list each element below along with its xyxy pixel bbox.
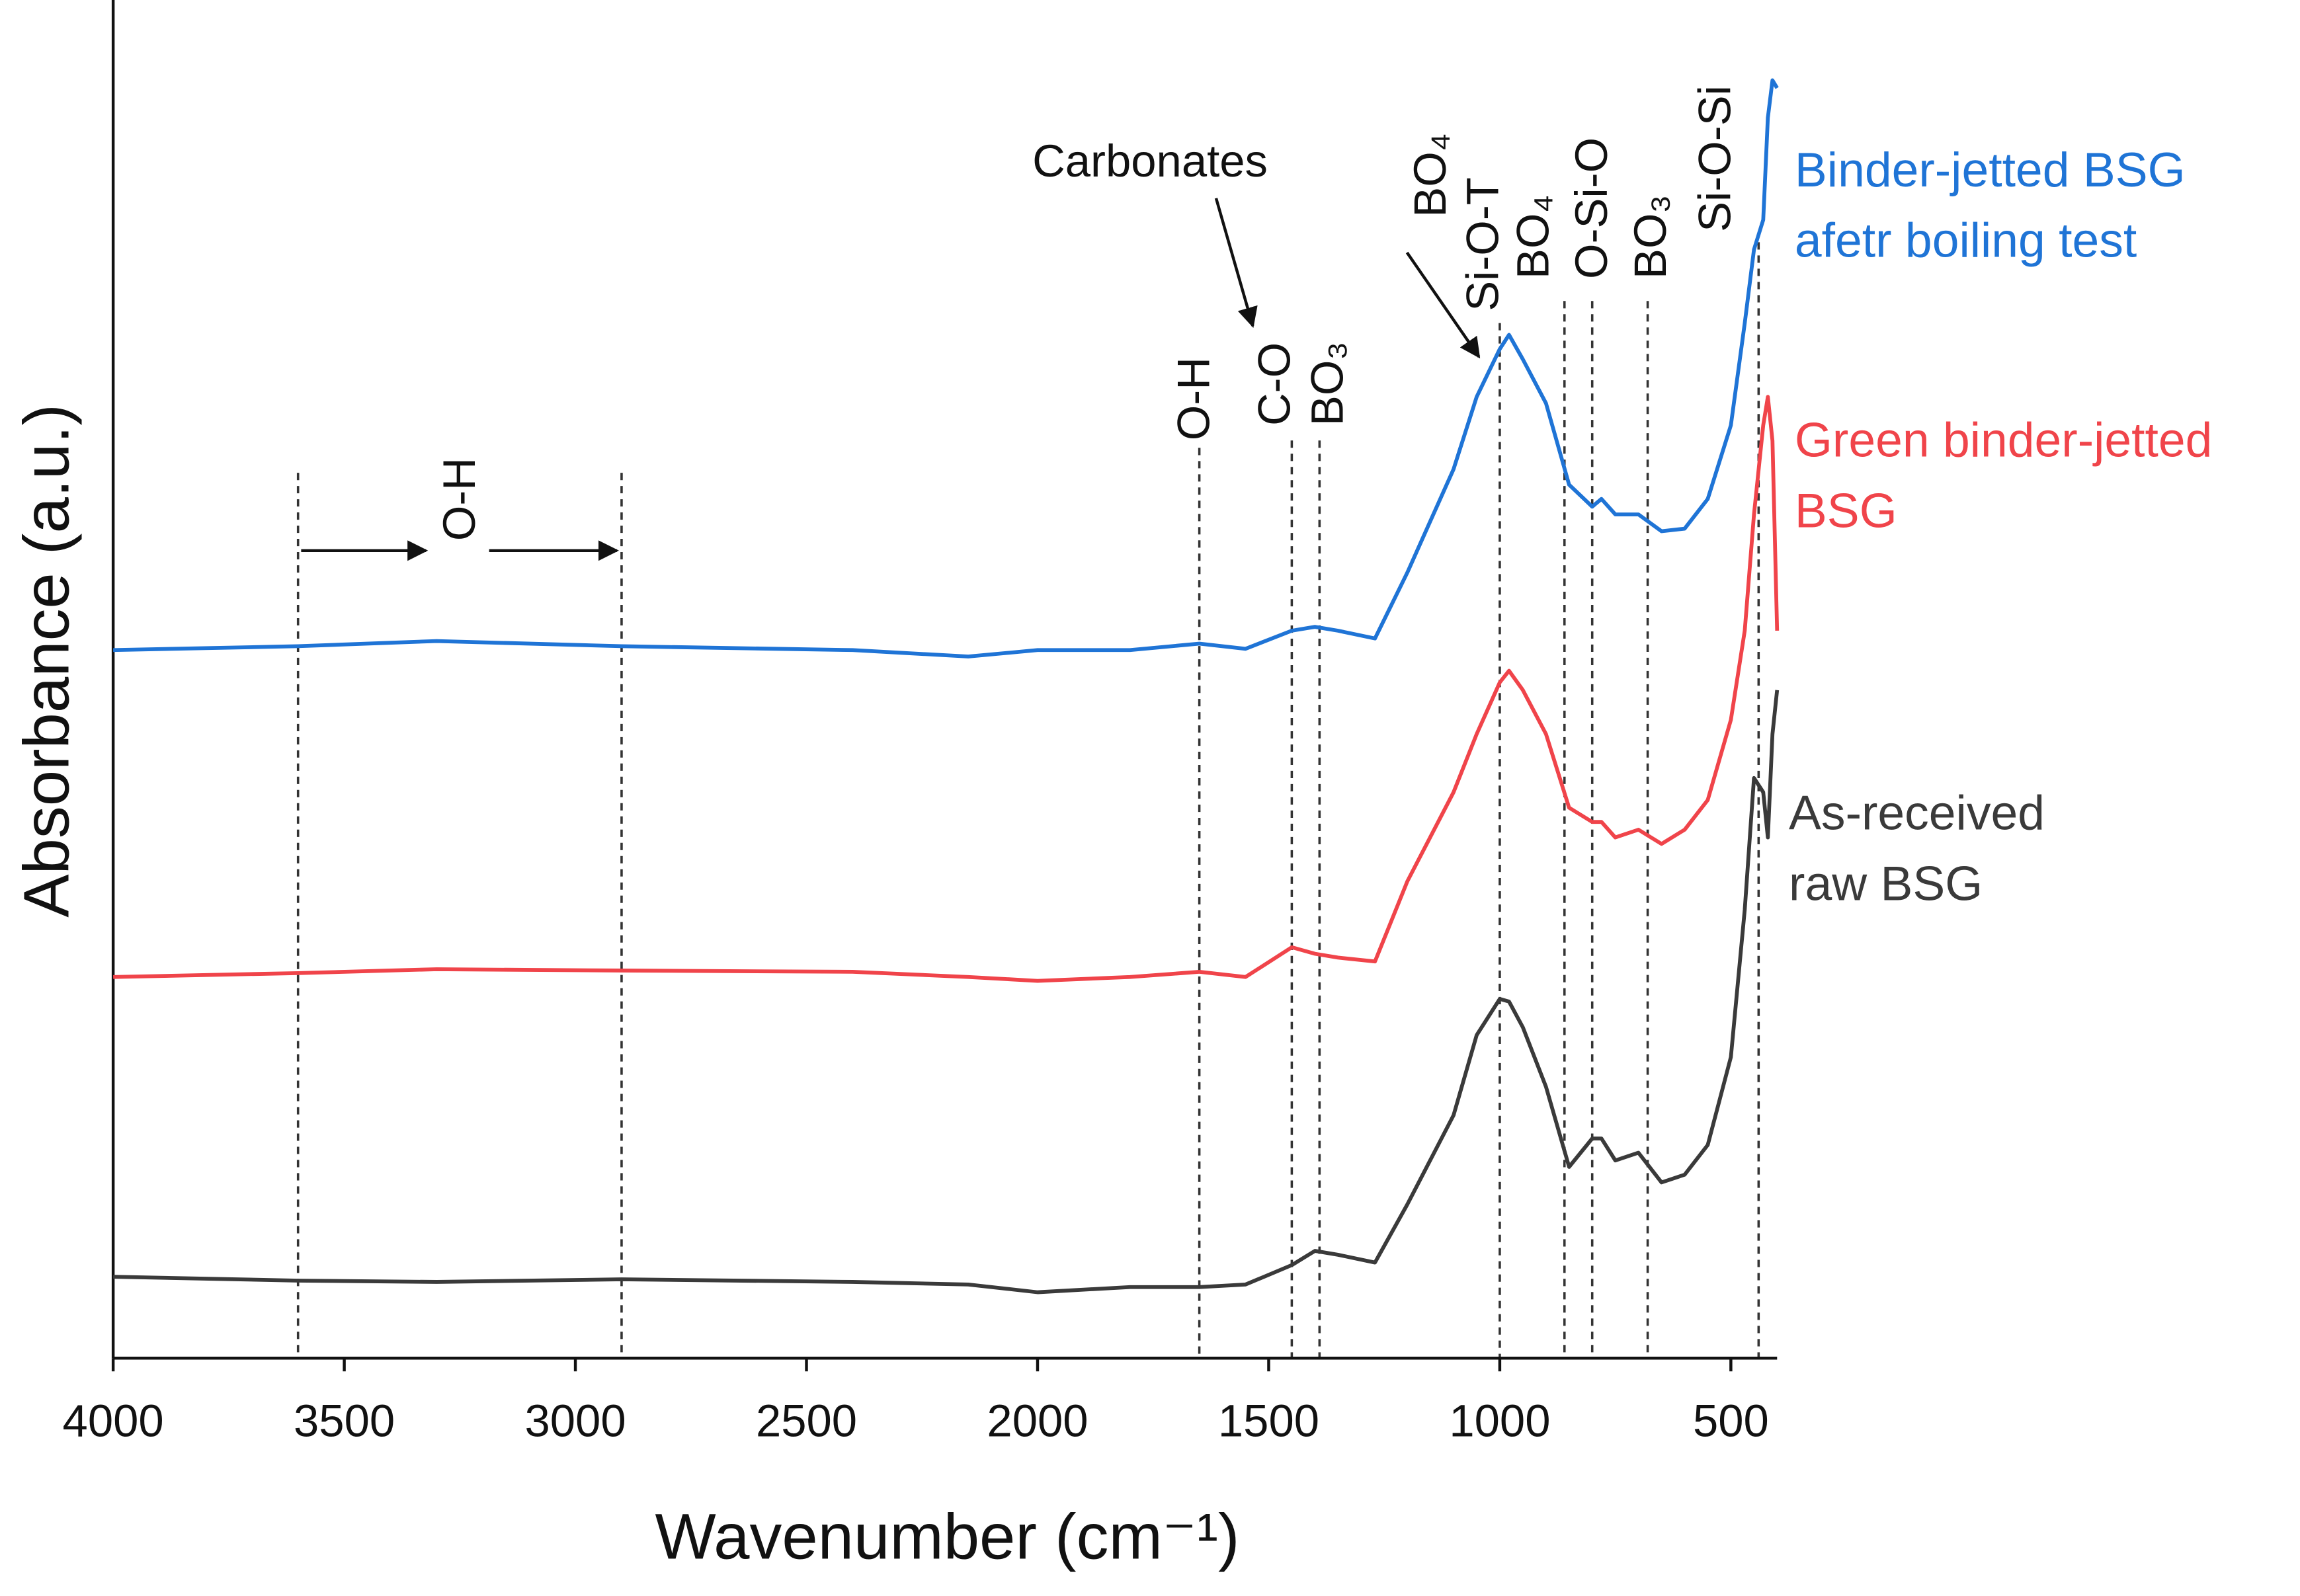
annotation: BO₃ [1301, 342, 1352, 426]
x-tick-label: 2500 [756, 1395, 857, 1446]
annotation: BO₄ [1405, 133, 1456, 218]
series-line [113, 78, 1779, 658]
y-axis-label: Absorbance (a.u.) [11, 404, 83, 918]
annotation: Si-O-T [1458, 177, 1508, 311]
annotation: O-Si-O [1566, 138, 1617, 279]
annotation: BO₃ [1625, 194, 1676, 278]
pointer-arrow [1214, 198, 1258, 329]
x-tick-label: 1500 [1218, 1395, 1319, 1446]
series-label: Green binder-jetted BSG [1794, 413, 2213, 538]
series-label: Binder-jetted BSG afetr boiling test [1794, 142, 2186, 268]
legend-text: Binder-jetted BSG afetr boiling test [1794, 142, 2186, 268]
series-line [113, 690, 1780, 1295]
annotation: O-H [434, 458, 485, 541]
annotation: O-H [1168, 357, 1219, 440]
series-line [113, 395, 1780, 983]
x-tick-label: 500 [1693, 1395, 1769, 1446]
series-label: As-received raw BSG [1789, 785, 2045, 910]
legend-text: Green binder-jetted BSG [1794, 413, 2213, 538]
legend-text: As-received raw BSG [1789, 785, 2045, 910]
x-tick-label: 3500 [294, 1395, 395, 1446]
x-tick-label: 4000 [63, 1395, 164, 1446]
x-tick-label: 1000 [1449, 1395, 1550, 1446]
annotation: C-O [1249, 342, 1299, 426]
annotation: Si-O-Si [1690, 85, 1741, 232]
x-tick-label: 3000 [524, 1395, 626, 1446]
annotation: Carbonates [1032, 136, 1268, 186]
x-tick-label: 2000 [987, 1395, 1088, 1446]
x-axis-label: Wavenumber (cm⁻¹) [655, 1501, 1240, 1573]
pointer-arrow [1405, 251, 1481, 359]
annotation: BO₄ [1507, 194, 1558, 279]
